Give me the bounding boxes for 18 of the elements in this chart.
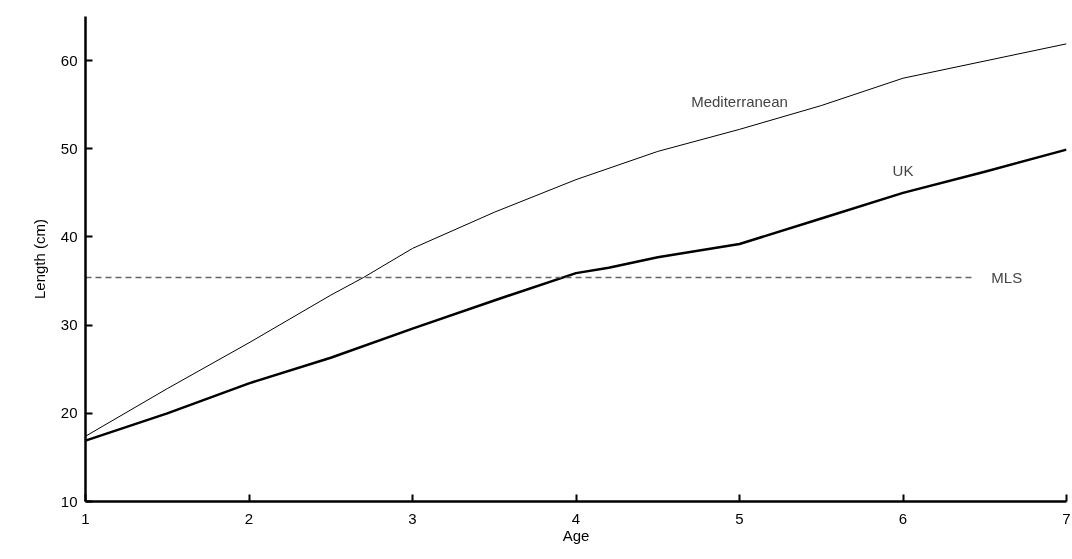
x-tick-label: 5 <box>735 509 744 527</box>
x-tick-label: 1 <box>81 509 90 527</box>
x-tick-label: 2 <box>244 509 254 527</box>
y-tick-label: 50 <box>60 139 78 157</box>
x-tick-label: 7 <box>1062 509 1071 527</box>
x-axis-title: Age <box>562 526 590 544</box>
y-tick-label: 20 <box>60 404 78 422</box>
y-tick-label: 10 <box>60 492 78 510</box>
x-tick-label: 3 <box>408 509 417 527</box>
y-tick-label: 60 <box>60 51 78 69</box>
ref-line-label: MLS <box>991 269 1023 287</box>
series-label: Mediterranean <box>691 92 788 110</box>
x-tick-label: 4 <box>571 509 581 527</box>
y-axis-title: Length (cm) <box>30 218 48 300</box>
x-tick-label: 6 <box>898 509 908 527</box>
y-tick-label: 40 <box>60 227 78 245</box>
y-tick-label: 30 <box>60 316 78 334</box>
series-label: UK <box>892 162 914 180</box>
